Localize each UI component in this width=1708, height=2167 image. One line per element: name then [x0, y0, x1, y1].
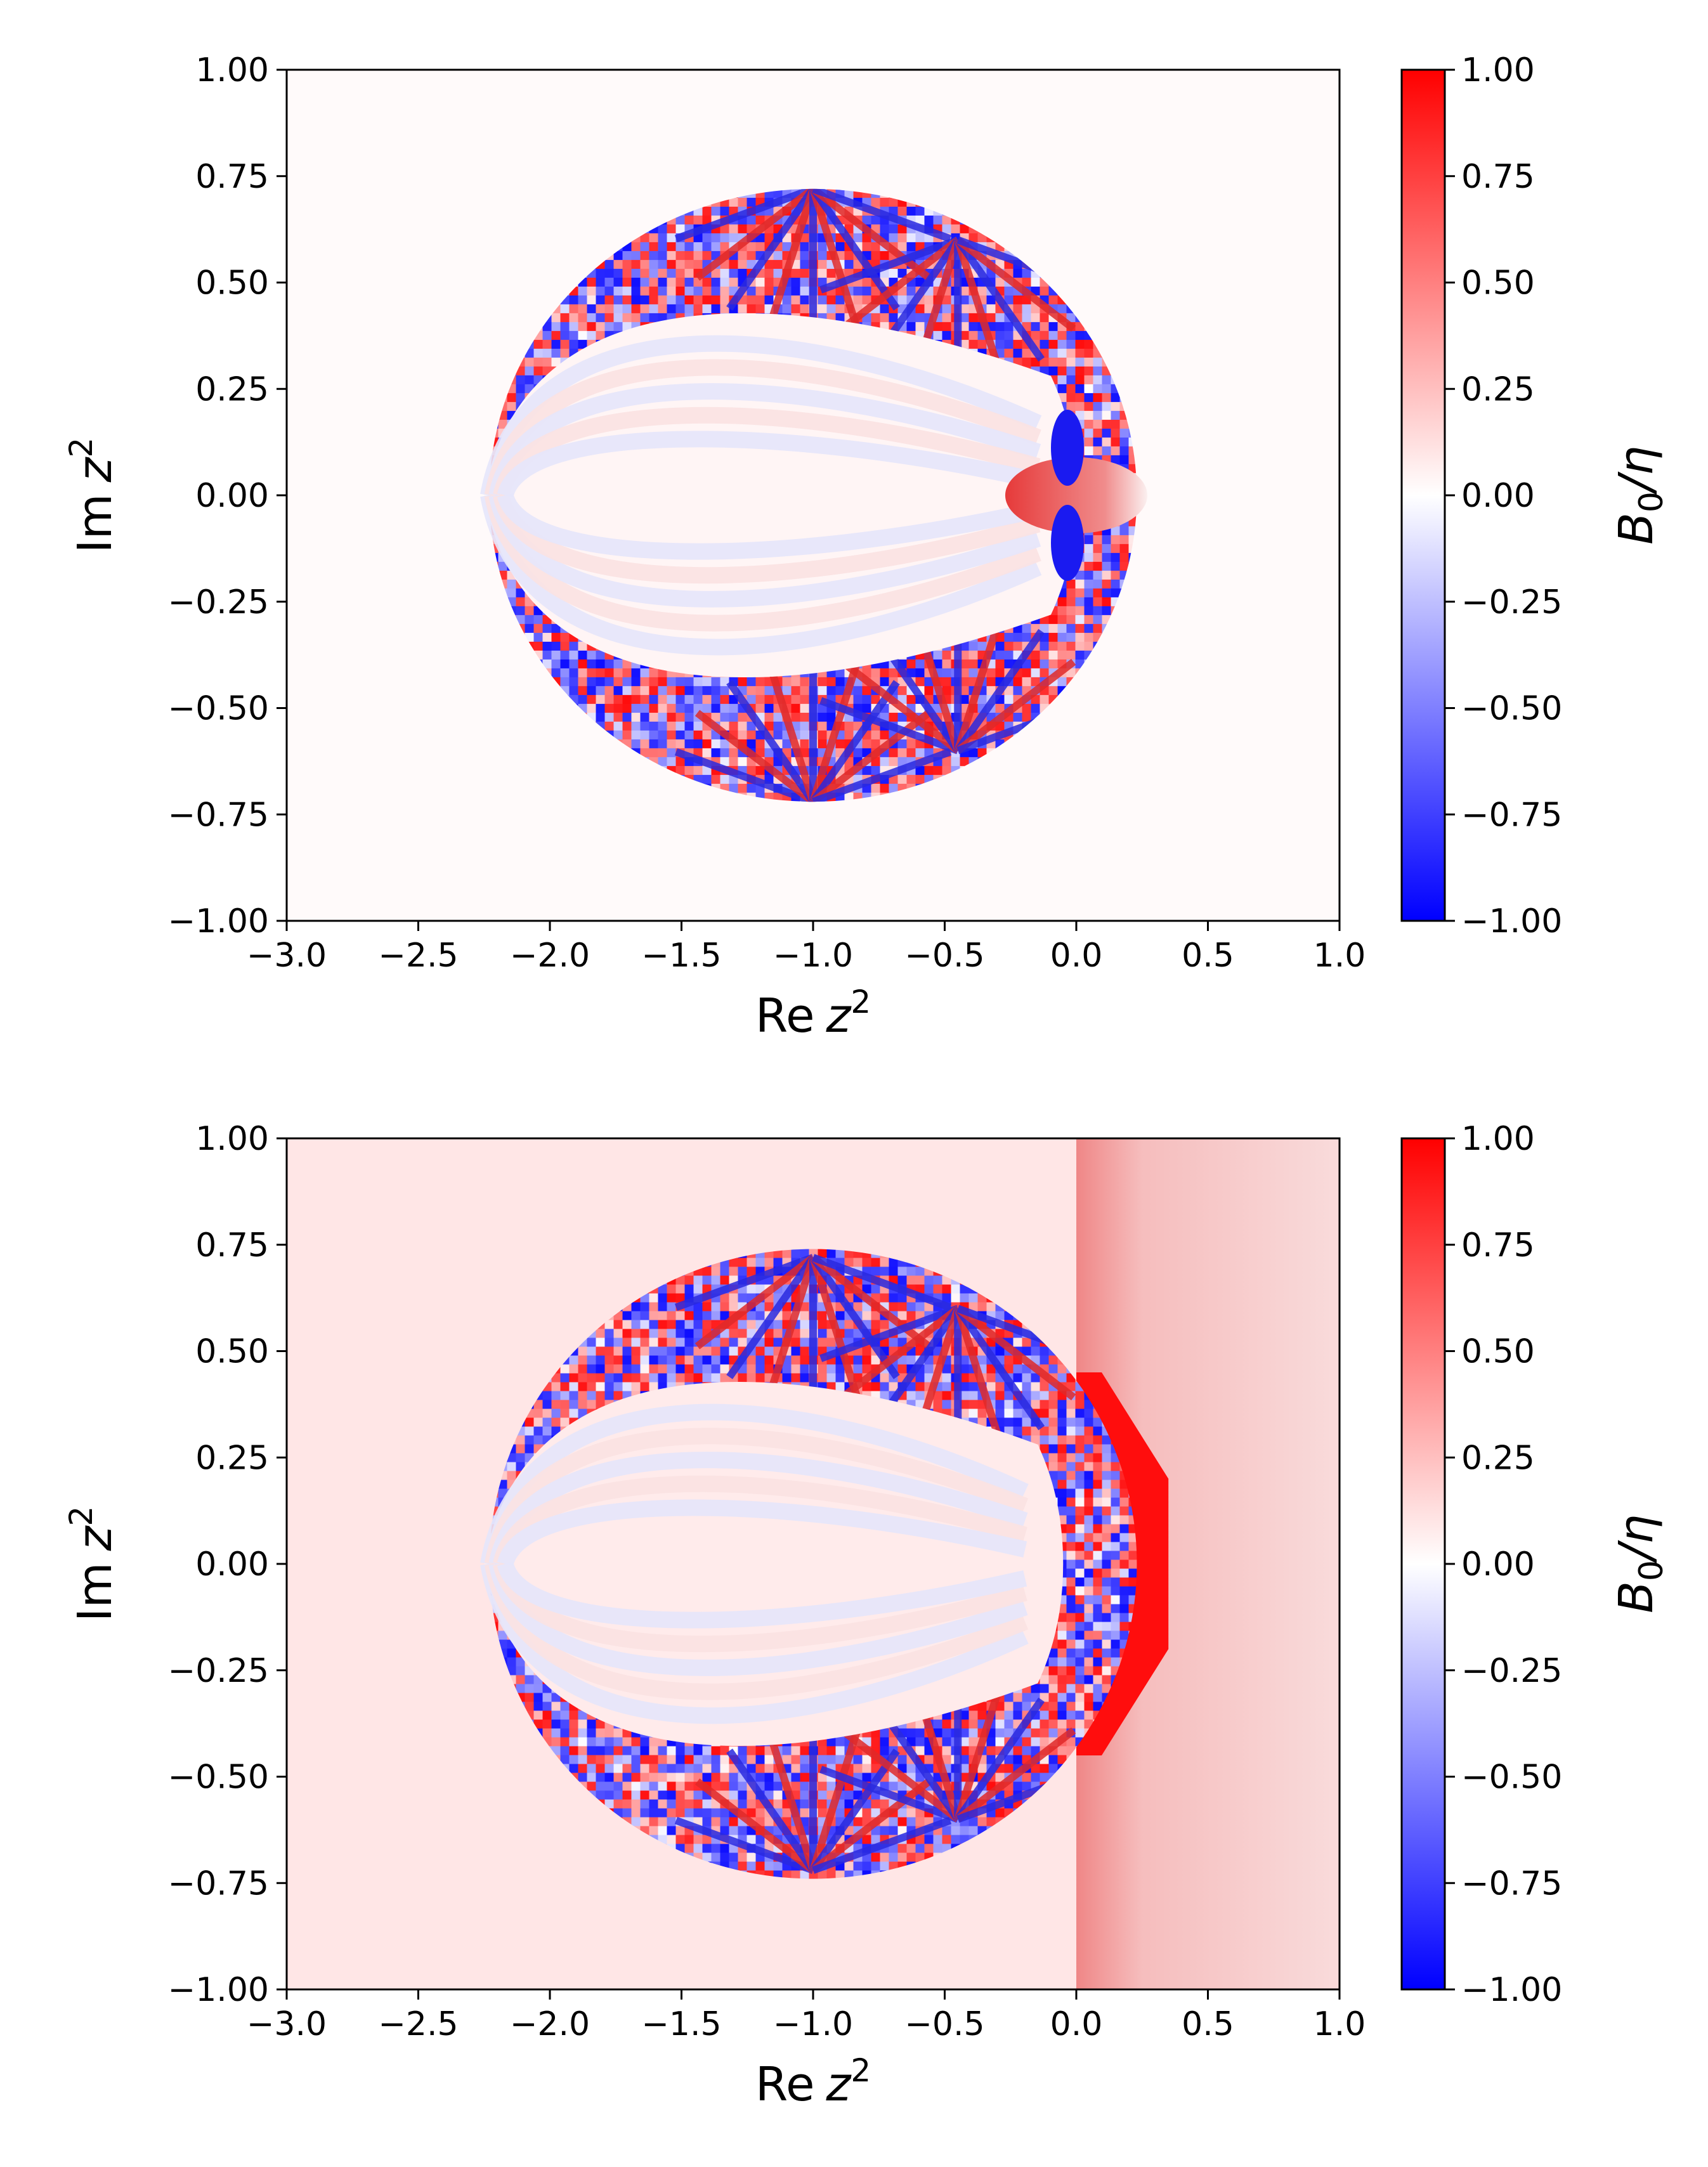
top-colorbar-label-sub: 0 — [1633, 491, 1671, 512]
x-tick-label: −2.5 — [378, 937, 458, 975]
colorbar-tick-label: −1.00 — [1461, 1971, 1562, 2009]
colorbar-tick-label: 0.75 — [1461, 1227, 1535, 1265]
y-tick-label: −1.00 — [168, 902, 269, 940]
colorbar-gradient — [1402, 70, 1445, 921]
colorbar-tick-label: −0.75 — [1461, 796, 1562, 834]
y-tick-label: −1.00 — [168, 1971, 269, 2009]
colorbar-tick-label: 1.00 — [1461, 1120, 1535, 1158]
colorbar-tick-label: 0.25 — [1461, 370, 1535, 408]
blue-core-upper — [1051, 410, 1084, 486]
x-tick-label: −2.5 — [378, 2005, 458, 2043]
x-tick-label: −1.5 — [641, 937, 721, 975]
colorbar-tick-label: 0.25 — [1461, 1439, 1535, 1477]
top-x-ticks: −3.0 −2.5 −2.0 −1.5 −1.0 −0.5 0.0 0.5 1.0 — [247, 921, 1366, 975]
colorbar-tick-label: −0.75 — [1461, 1864, 1562, 1903]
x-tick-label: −2.0 — [510, 937, 590, 975]
y-tick-label: 0.00 — [195, 477, 269, 515]
bottom-x-ticks: −3.0 −2.5 −2.0 −1.5 −1.0 −0.5 0.0 0.5 1.0 — [247, 1989, 1366, 2043]
y-tick-label: 0.75 — [195, 158, 269, 196]
y-tick-label: 0.00 — [195, 1546, 269, 1584]
x-tick-label: 0.5 — [1182, 937, 1234, 975]
top-colorbar-label-var: B — [1609, 512, 1664, 545]
y-tick-label: 0.25 — [195, 370, 269, 408]
bottom-colorbar-label: B0/η — [1609, 1514, 1671, 1613]
colorbar-tick-label: 0.00 — [1461, 1546, 1535, 1584]
top-y-axis-label: Im z2 — [63, 438, 122, 554]
bottom-colorbar-label-den: /η — [1609, 1514, 1664, 1564]
colorbar-tick-label: 0.75 — [1461, 158, 1535, 196]
top-x-axis-label-exp: 2 — [851, 984, 871, 1020]
x-tick-label: 1.0 — [1314, 2005, 1366, 2043]
x-tick-label: −0.5 — [904, 2005, 984, 2043]
x-tick-label: 1.0 — [1314, 937, 1366, 975]
x-tick-label: −3.0 — [247, 937, 327, 975]
bottom-heatmap-area — [287, 1138, 1340, 1989]
y-tick-label: 0.75 — [195, 1227, 269, 1265]
colorbar-tick-label: −0.50 — [1461, 690, 1562, 728]
colorbar-tick-label: −0.25 — [1461, 1652, 1562, 1690]
x-tick-label: −3.0 — [247, 2005, 327, 2043]
bottom-x-axis-label-text: Re — [755, 2057, 815, 2112]
x-tick-label: 0.0 — [1050, 937, 1103, 975]
top-y-axis-label-exp: 2 — [63, 438, 100, 458]
top-y-axis-label-var: z — [68, 456, 122, 483]
x-tick-label: −1.5 — [641, 2005, 721, 2043]
top-colorbar-label-den: /η — [1609, 446, 1664, 495]
top-y-ticks: 1.00 0.75 0.50 0.25 0.00 −0.25 −0.50 −0.75 −1.00 — [168, 51, 287, 940]
bottom-y-ticks: 1.00 0.75 0.50 0.25 0.00 −0.25 −0.50 −0.75 −1.00 — [168, 1120, 287, 2009]
colorbar-tick-label: −1.00 — [1461, 902, 1562, 940]
x-tick-label: 0.5 — [1182, 2005, 1234, 2043]
y-tick-label: 0.25 — [195, 1439, 269, 1477]
top-x-axis-label: Re z2 — [755, 984, 871, 1043]
x-tick-label: −0.5 — [904, 937, 984, 975]
right-red-lobe — [1005, 457, 1148, 533]
top-x-axis-label-var: z — [825, 989, 852, 1043]
y-tick-label: −0.25 — [168, 583, 269, 621]
y-tick-label: −0.50 — [168, 1759, 269, 1797]
y-tick-label: 0.50 — [195, 1333, 269, 1371]
y-tick-label: −0.25 — [168, 1652, 269, 1690]
y-tick-label: −0.50 — [168, 690, 269, 728]
top-x-axis-label-text: Re — [755, 989, 815, 1043]
y-tick-label: −0.75 — [168, 1864, 269, 1903]
bottom-colorbar: 1.00 0.75 0.50 0.25 0.00 −0.25 −0.50 −0.75 −1.00 — [1400, 1120, 1562, 2009]
blue-core-lower — [1051, 505, 1084, 581]
colorbar-tick-label: 1.00 — [1461, 51, 1535, 89]
bottom-y-axis-label: Im z2 — [63, 1506, 122, 1622]
bottom-y-axis-label-text: Im — [68, 1562, 122, 1622]
bottom-x-axis-label-exp: 2 — [851, 2052, 871, 2089]
x-tick-label: −1.0 — [773, 937, 853, 975]
y-tick-label: 1.00 — [195, 1120, 269, 1158]
top-colorbar-label: B0/η — [1609, 446, 1671, 545]
top-panel: −3.0 −2.5 −2.0 −1.5 −1.0 −0.5 0.0 0.5 1.0 1.00 0.… — [63, 51, 1671, 1043]
x-tick-label: −1.0 — [773, 2005, 853, 2043]
colorbar-tick-label: −0.50 — [1461, 1759, 1562, 1797]
colorbar-tick-label: 0.50 — [1461, 1333, 1535, 1371]
x-tick-label: 0.0 — [1050, 2005, 1103, 2043]
bottom-x-axis-label-var: z — [825, 2057, 852, 2112]
colorbar-tick-label: 0.50 — [1461, 264, 1535, 303]
top-colorbar: 1.00 0.75 0.50 0.25 0.00 −0.25 −0.50 −0.75 −1.00 — [1400, 51, 1562, 940]
bottom-y-axis-label-exp: 2 — [63, 1506, 100, 1526]
bottom-y-axis-label-var: z — [68, 1525, 122, 1551]
colorbar-tick-label: −0.25 — [1461, 583, 1562, 621]
y-tick-label: −0.75 — [168, 796, 269, 834]
top-heatmap-area — [287, 70, 1340, 921]
colorbar-tick-label: 0.00 — [1461, 477, 1535, 515]
y-tick-label: 1.00 — [195, 51, 269, 89]
bottom-panel: −3.0 −2.5 −2.0 −1.5 −1.0 −0.5 0.0 0.5 1.0 1.00 0.… — [63, 1120, 1671, 2112]
x-tick-label: −2.0 — [510, 2005, 590, 2043]
bottom-x-axis-label: Re z2 — [755, 2052, 871, 2112]
colorbar-gradient — [1402, 1138, 1445, 1989]
y-tick-label: 0.50 — [195, 264, 269, 303]
top-y-axis-label-text: Im — [68, 493, 122, 553]
bottom-colorbar-label-var: B — [1609, 1581, 1664, 1613]
bottom-colorbar-label-sub: 0 — [1633, 1560, 1671, 1581]
